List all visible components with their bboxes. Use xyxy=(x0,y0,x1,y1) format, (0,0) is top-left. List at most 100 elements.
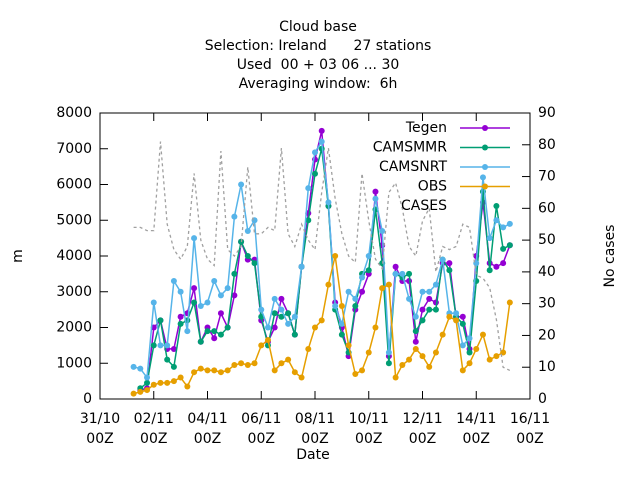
series-point xyxy=(271,324,278,331)
series-point xyxy=(493,353,500,360)
series-point xyxy=(197,338,204,345)
series-point xyxy=(231,292,238,299)
series-point xyxy=(506,299,513,306)
series-point xyxy=(298,374,305,381)
y-tick-label: 3000 xyxy=(56,284,92,300)
series-point xyxy=(164,379,171,386)
series-point xyxy=(271,310,278,317)
series-point xyxy=(258,306,265,313)
series-point xyxy=(150,299,157,306)
series-point xyxy=(453,317,460,324)
series-point xyxy=(506,220,513,227)
series-point xyxy=(365,349,372,356)
series-point xyxy=(372,195,379,202)
series-point xyxy=(177,320,184,327)
series-point xyxy=(479,174,486,181)
x-tick-label: 12/11 00Z xyxy=(402,411,442,447)
series-point xyxy=(325,281,332,288)
series-point xyxy=(170,345,177,352)
series-point xyxy=(318,138,325,145)
series-point xyxy=(352,370,359,377)
y2-tick-label: 90 xyxy=(538,105,556,121)
series-point xyxy=(224,285,231,292)
series-point xyxy=(231,362,238,369)
series-point xyxy=(224,367,231,374)
series-point xyxy=(372,324,379,331)
series-point xyxy=(432,306,439,313)
series-point xyxy=(264,324,271,331)
series-point xyxy=(466,335,473,342)
series-point xyxy=(312,149,318,156)
series-point xyxy=(244,227,251,234)
series-point xyxy=(500,245,507,252)
series-point xyxy=(298,263,305,270)
series-point xyxy=(211,328,218,335)
legend-label: Tegen xyxy=(405,120,447,136)
series-point xyxy=(446,267,453,274)
legend-marker xyxy=(482,125,488,131)
series-point xyxy=(144,379,151,386)
series-point xyxy=(385,360,392,367)
series-point xyxy=(285,320,292,327)
chart-title: Cloud base xyxy=(279,19,357,35)
series-point xyxy=(446,260,453,267)
series-point xyxy=(473,345,480,352)
series-point xyxy=(191,235,198,242)
series-point xyxy=(191,285,198,292)
cases-line xyxy=(133,141,511,371)
series-point xyxy=(359,367,366,374)
x-tick-label: 14/11 00Z xyxy=(456,411,496,447)
series-point xyxy=(338,331,345,338)
legend-label: CASES xyxy=(401,198,447,214)
series-point xyxy=(426,288,433,295)
series-point xyxy=(385,281,392,288)
series-point xyxy=(137,365,144,372)
series-point xyxy=(412,328,419,335)
series-point xyxy=(150,342,157,349)
series-point xyxy=(238,360,245,367)
chart-title: Averaging window: 6h xyxy=(239,76,398,92)
series-point xyxy=(500,224,507,231)
series-point xyxy=(345,342,352,349)
series-point xyxy=(365,253,372,259)
series-point xyxy=(338,320,345,327)
series-point xyxy=(197,365,204,372)
series-point xyxy=(432,349,439,356)
series-point xyxy=(150,381,157,388)
series-point xyxy=(217,369,224,376)
series-point xyxy=(459,342,466,349)
series-point xyxy=(365,267,372,274)
series-point xyxy=(144,387,151,394)
series-point xyxy=(305,345,312,352)
series-point xyxy=(305,217,312,224)
series-point xyxy=(204,299,211,306)
series-point xyxy=(493,263,500,270)
series-point xyxy=(197,303,204,310)
series-point xyxy=(211,278,218,285)
y2-tick-label: 30 xyxy=(538,296,556,312)
series-point xyxy=(244,362,251,369)
y2-tick-label: 10 xyxy=(538,359,556,375)
series-point xyxy=(291,331,298,338)
series-point xyxy=(399,270,406,277)
series-point xyxy=(426,363,433,370)
series-point xyxy=(157,317,164,324)
series-point xyxy=(392,374,399,381)
series-point xyxy=(459,320,466,327)
series-point xyxy=(291,313,298,320)
legend-marker xyxy=(482,164,488,170)
series-point xyxy=(432,281,439,288)
series-point xyxy=(439,331,446,338)
series-point xyxy=(379,285,386,292)
series-point xyxy=(412,345,419,352)
y2-tick-label: 70 xyxy=(538,169,556,185)
series-point xyxy=(170,278,177,285)
x-tick-label: 10/11 00Z xyxy=(349,411,389,447)
series-point xyxy=(157,379,164,386)
series-point xyxy=(406,356,413,363)
series-point xyxy=(500,260,507,267)
legend-marker xyxy=(482,144,488,151)
series-point xyxy=(191,369,198,376)
series-point xyxy=(258,342,265,349)
series-point xyxy=(506,242,513,249)
